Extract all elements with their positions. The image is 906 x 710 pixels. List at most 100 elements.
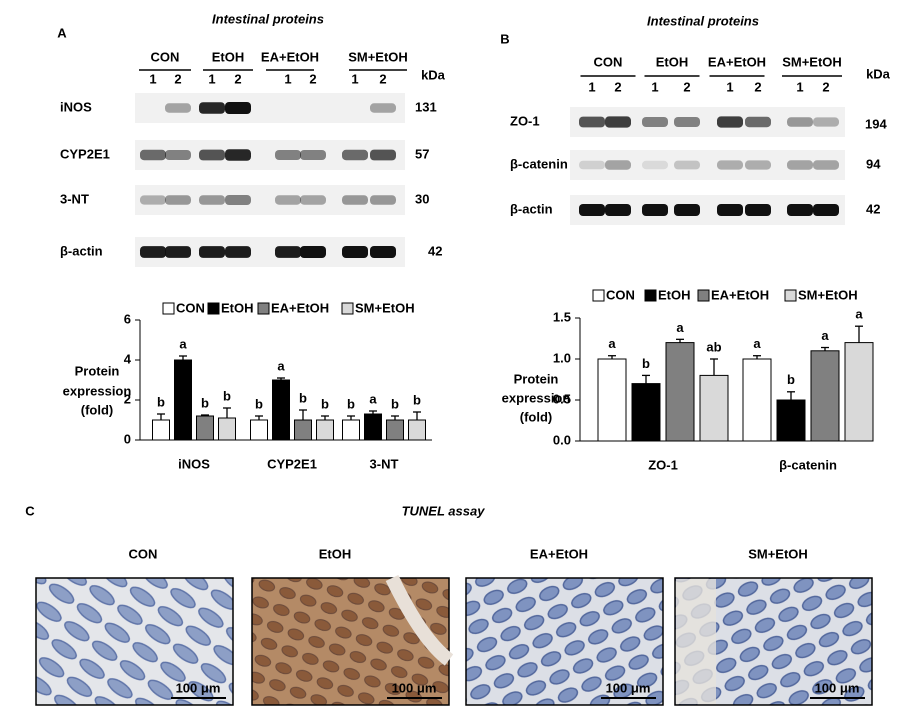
bar bbox=[152, 419, 170, 441]
x-tick-label: 3-NT bbox=[370, 456, 399, 471]
lane-label: 1 bbox=[726, 79, 733, 94]
lane-label: 1 bbox=[351, 71, 358, 86]
blot-band bbox=[225, 195, 251, 205]
legend-swatch bbox=[697, 289, 710, 302]
protein-label: iNOS bbox=[60, 99, 92, 114]
kda-label: 131 bbox=[415, 99, 437, 114]
blot-band bbox=[199, 246, 225, 258]
blot-band bbox=[275, 150, 301, 160]
bar bbox=[294, 419, 312, 441]
y-tick-label: 1.0 bbox=[553, 350, 571, 365]
lane-label: 1 bbox=[588, 79, 595, 94]
blot-band bbox=[342, 195, 368, 205]
error-bar bbox=[391, 415, 399, 420]
lane-label: 2 bbox=[174, 71, 181, 86]
y-axis-label: expression bbox=[502, 390, 571, 405]
scale-bar-label: 100 μm bbox=[176, 680, 221, 695]
protein-label: β-actin bbox=[60, 243, 103, 258]
protein-label: 3-NT bbox=[60, 191, 89, 206]
blot-band bbox=[199, 195, 225, 205]
blot-band bbox=[225, 246, 251, 258]
significance-label: b bbox=[391, 396, 399, 411]
protein-label: CYP2E1 bbox=[60, 146, 110, 161]
blot-band bbox=[674, 204, 700, 216]
bar bbox=[810, 350, 840, 442]
blot-band bbox=[579, 204, 605, 216]
blot-band bbox=[225, 149, 251, 161]
group-label: EtOH bbox=[656, 54, 689, 69]
error-bar bbox=[676, 338, 684, 343]
legend-swatch bbox=[162, 302, 175, 315]
error-bar bbox=[787, 391, 795, 400]
blot-strip bbox=[570, 150, 845, 180]
protein-label: ZO-1 bbox=[510, 113, 540, 128]
y-tick-label: 4 bbox=[124, 351, 132, 366]
bar bbox=[844, 342, 874, 442]
lane-label: 2 bbox=[822, 79, 829, 94]
tissue-edge bbox=[676, 579, 716, 704]
blot-band bbox=[579, 160, 605, 170]
lane-label: 2 bbox=[234, 71, 241, 86]
lane-label: 2 bbox=[379, 71, 386, 86]
bar bbox=[250, 419, 268, 441]
blot-band bbox=[605, 160, 631, 170]
error-bar bbox=[347, 415, 355, 420]
blot-band bbox=[745, 204, 771, 216]
error-bar bbox=[608, 355, 616, 359]
bar bbox=[597, 358, 627, 442]
kda-label: 94 bbox=[866, 156, 881, 171]
y-tick-label: 6 bbox=[124, 311, 131, 326]
error-bar bbox=[413, 411, 421, 420]
scale-bar-label: 100 μm bbox=[392, 680, 437, 695]
group-label: EA+EtOH bbox=[261, 49, 319, 64]
bar bbox=[196, 415, 214, 441]
blot-band bbox=[717, 204, 743, 216]
legend-label: CON bbox=[606, 287, 635, 302]
blot-band bbox=[813, 204, 839, 216]
blot-band bbox=[140, 195, 166, 205]
blot-band bbox=[787, 117, 813, 127]
lane-label: 1 bbox=[149, 71, 156, 86]
significance-label: b bbox=[347, 396, 355, 411]
bar bbox=[364, 413, 382, 441]
error-bar bbox=[369, 410, 377, 414]
group-label: CON bbox=[151, 49, 180, 64]
legend-swatch bbox=[644, 289, 657, 302]
panel-letter: B bbox=[500, 31, 509, 46]
bar bbox=[272, 379, 290, 441]
lane-label: 2 bbox=[614, 79, 621, 94]
blot-band bbox=[300, 150, 326, 160]
legend-swatch bbox=[592, 289, 605, 302]
blot-band bbox=[642, 117, 668, 127]
error-bar bbox=[277, 377, 285, 380]
panel-title: Intestinal proteins bbox=[212, 11, 324, 26]
blot-band bbox=[165, 103, 191, 113]
y-axis-label: (fold) bbox=[81, 402, 113, 417]
lane-label: 1 bbox=[284, 71, 291, 86]
significance-label: b bbox=[321, 396, 329, 411]
blot-band bbox=[674, 117, 700, 127]
blot-band bbox=[140, 149, 166, 161]
legend-swatch bbox=[207, 302, 220, 315]
lane-label: 2 bbox=[683, 79, 690, 94]
legend-swatch bbox=[257, 302, 270, 315]
x-tick-label: β-catenin bbox=[779, 457, 837, 472]
y-axis-label: (fold) bbox=[520, 409, 552, 424]
panel-title: TUNEL assay bbox=[402, 503, 486, 518]
blot-strip bbox=[135, 93, 405, 123]
significance-label: b bbox=[413, 392, 421, 407]
blot-band bbox=[199, 149, 225, 161]
blot-band bbox=[370, 246, 396, 258]
significance-label: a bbox=[277, 358, 285, 373]
blot-band bbox=[579, 116, 605, 128]
image-label: EtOH bbox=[319, 546, 352, 561]
blot-band bbox=[745, 116, 771, 128]
blot-band bbox=[342, 246, 368, 258]
protein-label: β-catenin bbox=[510, 156, 568, 171]
scale-bar-label: 100 μm bbox=[815, 680, 860, 695]
kda-label: 57 bbox=[415, 146, 429, 161]
bar bbox=[174, 359, 192, 441]
y-tick-label: 0.0 bbox=[553, 432, 571, 447]
legend-label: EA+EtOH bbox=[711, 287, 769, 302]
blot-band bbox=[370, 103, 396, 113]
